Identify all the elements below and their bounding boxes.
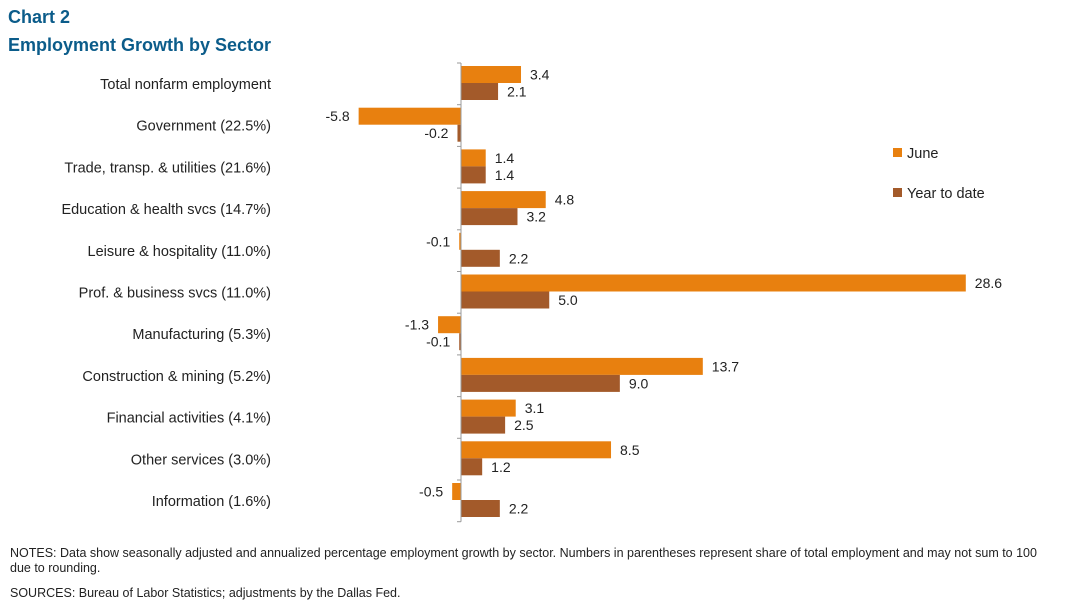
bar-ytd bbox=[461, 208, 518, 226]
category-label: Manufacturing (5.3%) bbox=[132, 327, 271, 343]
bar-june bbox=[452, 483, 461, 500]
data-label: 5.0 bbox=[558, 292, 578, 308]
legend-swatch-june bbox=[893, 148, 902, 157]
data-label: 9.0 bbox=[629, 375, 649, 391]
category-label: Education & health svcs (14.7%) bbox=[61, 202, 271, 218]
data-label: 2.1 bbox=[507, 84, 527, 100]
chart-title: Chart 2 bbox=[8, 7, 71, 27]
chart-subtitle: Employment Growth by Sector bbox=[8, 35, 272, 55]
bar-ytd bbox=[461, 416, 506, 434]
data-label: -0.1 bbox=[426, 233, 450, 249]
data-label: -1.3 bbox=[405, 317, 429, 333]
data-label: 4.8 bbox=[555, 192, 575, 208]
data-label: 2.2 bbox=[509, 501, 529, 517]
data-label: -0.5 bbox=[419, 484, 443, 500]
bar-june bbox=[461, 191, 546, 209]
bar-ytd bbox=[461, 458, 483, 476]
legend-label: June bbox=[907, 146, 938, 162]
legend-swatch-ytd bbox=[893, 188, 902, 197]
data-label: 3.2 bbox=[526, 209, 546, 225]
bar-june bbox=[461, 357, 703, 375]
bar-june bbox=[461, 66, 522, 83]
bar-ytd bbox=[461, 500, 500, 517]
bar-ytd bbox=[461, 374, 620, 392]
bar-june bbox=[438, 316, 461, 334]
bar-ytd bbox=[459, 333, 461, 351]
category-label: Construction & mining (5.2%) bbox=[82, 369, 271, 385]
bar-june bbox=[461, 274, 966, 292]
data-label: 3.1 bbox=[525, 400, 545, 416]
category-label: Leisure & hospitality (11.0%) bbox=[88, 244, 272, 260]
data-label: 2.2 bbox=[509, 250, 529, 266]
bar-ytd bbox=[461, 83, 499, 100]
bar-june bbox=[461, 149, 486, 167]
bar-june bbox=[461, 441, 612, 459]
notes-text: NOTES: Data show seasonally adjusted and… bbox=[10, 546, 1037, 575]
category-label: Financial activities (4.1%) bbox=[107, 411, 271, 427]
bar-ytd bbox=[457, 124, 461, 142]
category-label: Other services (3.0%) bbox=[131, 452, 271, 468]
data-label: -0.1 bbox=[426, 334, 450, 350]
category-label: Government (22.5%) bbox=[136, 119, 271, 135]
chart-plot: Total nonfarm employment 3.42.1 Government… bbox=[61, 62, 1002, 523]
bar-ytd bbox=[461, 249, 500, 267]
category-label: Prof. & business svcs (11.0%) bbox=[79, 286, 271, 302]
category-label: Total nonfarm employment bbox=[100, 77, 271, 93]
data-label: 1.2 bbox=[491, 459, 511, 475]
bar-june bbox=[461, 399, 516, 417]
sources-text: SOURCES: Bureau of Labor Statistics; adj… bbox=[10, 586, 401, 600]
data-label: 2.5 bbox=[514, 417, 534, 433]
legend-label: Year to date bbox=[907, 186, 985, 202]
category-label: Trade, transp. & utilities (21.6%) bbox=[64, 160, 271, 176]
data-label: 13.7 bbox=[712, 358, 739, 374]
bar-ytd bbox=[461, 166, 486, 184]
data-label: 28.6 bbox=[975, 275, 1002, 291]
bar-june bbox=[459, 232, 461, 250]
bar-june bbox=[358, 107, 461, 125]
data-label: -5.8 bbox=[326, 108, 350, 124]
data-label: 3.4 bbox=[530, 67, 550, 83]
data-label: 1.4 bbox=[495, 167, 515, 183]
data-label: 1.4 bbox=[495, 150, 515, 166]
data-label: -0.2 bbox=[424, 125, 448, 141]
bar-ytd bbox=[461, 291, 550, 309]
category-label: Information (1.6%) bbox=[152, 494, 271, 510]
data-label: 8.5 bbox=[620, 442, 640, 458]
